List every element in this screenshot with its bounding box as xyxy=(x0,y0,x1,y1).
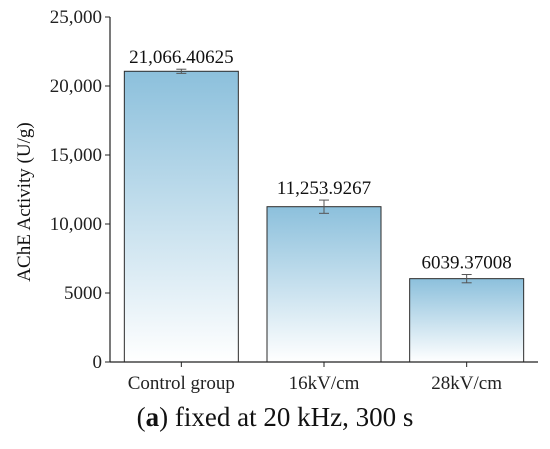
bar-2 xyxy=(409,278,525,363)
data-label-0: 21,066.40625 xyxy=(129,47,234,68)
data-label-1: 11,253.9267 xyxy=(277,178,371,199)
y-axis-title: AChE Activity (U/g) xyxy=(14,122,35,281)
y-tick-label-3: 15,000 xyxy=(50,145,102,166)
bar-0 xyxy=(123,70,239,363)
figure-caption: (a) fixed at 20 kHz, 300 s xyxy=(136,402,414,432)
y-tick-label-1: 5000 xyxy=(64,283,102,304)
x-tick-label-0: Control group xyxy=(128,373,235,394)
bar-1 xyxy=(266,206,382,363)
caption-text: fixed at 20 kHz, 300 s xyxy=(168,402,414,432)
x-tick-label-2: 28kV/cm xyxy=(431,373,502,394)
bar-chart: 21,066.40625 Control group 11,253.9267 16kV… xyxy=(14,7,538,394)
x-tick-label-1: 16kV/cm xyxy=(289,373,360,394)
data-label-2: 6039.37008 xyxy=(422,253,512,274)
y-tick-label-0: 0 xyxy=(93,352,103,373)
y-tick-label-2: 10,000 xyxy=(50,214,102,235)
y-tick-label-4: 20,000 xyxy=(50,76,102,97)
y-tick-label-5: 25,000 xyxy=(50,7,102,28)
caption-letter: a xyxy=(145,402,160,432)
